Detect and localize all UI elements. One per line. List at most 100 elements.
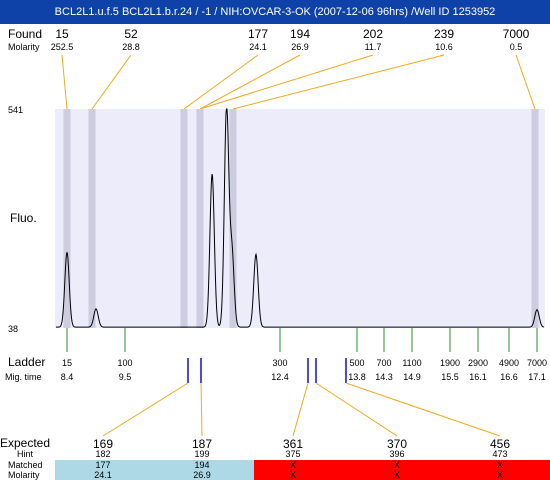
fluorescence-trace xyxy=(56,108,545,328)
ladder-marker: 2900 16.1 xyxy=(468,328,488,382)
chart-title: BCL2L1.u.f.5 BCL2L1.b.r.24 / -1 / NIH:OV… xyxy=(0,0,550,24)
ladder-size: 100 xyxy=(117,358,132,368)
found-molarity: 11.7 xyxy=(365,42,382,52)
peak-bands xyxy=(63,109,539,328)
peak-band xyxy=(63,109,71,328)
ladder-marker: 1900 15.5 xyxy=(440,328,460,382)
found-connector xyxy=(515,54,536,110)
ladder-size: 300 xyxy=(272,358,287,368)
found-connector xyxy=(183,54,259,110)
expected-hint: 375 xyxy=(285,449,300,459)
found-size: 177 xyxy=(248,27,268,41)
found-size: 202 xyxy=(363,27,383,41)
expected-hint: 473 xyxy=(492,449,507,459)
expected-size: 187 xyxy=(192,437,212,451)
ladder-time: 17.1 xyxy=(528,372,546,382)
expected-size: 456 xyxy=(490,437,510,451)
found-molarity: 10.6 xyxy=(435,42,453,52)
found-connector xyxy=(199,54,374,110)
found-molarity: 26.9 xyxy=(291,42,309,52)
found-size: 239 xyxy=(434,27,454,41)
found-molarity: 252.5 xyxy=(51,42,74,52)
ladder-marker: 158.4 xyxy=(61,328,74,382)
expected-matched: X xyxy=(497,460,503,470)
ladder-time: 16.6 xyxy=(500,372,518,382)
expected-molarity: 24.1 xyxy=(94,470,112,480)
ladder-time: 14.9 xyxy=(403,372,421,382)
expected-size: 169 xyxy=(93,437,113,451)
peak-band xyxy=(180,109,188,328)
y-axis-label: Fluo. xyxy=(10,211,37,225)
ladder-marker: 700 14.3 xyxy=(375,328,393,382)
y-tick-min: 38 xyxy=(8,324,18,334)
expected-label: Expected xyxy=(0,436,50,450)
expected-hint: 396 xyxy=(389,449,404,459)
ladder-marker: 4900 16.6 xyxy=(499,328,519,382)
expected-markers xyxy=(102,358,501,437)
found-connector xyxy=(199,54,301,110)
expected-size: 361 xyxy=(283,437,303,451)
expected-connector xyxy=(315,382,398,437)
expected-matched: X xyxy=(290,460,296,470)
ladder-marker: 1100 14.9 xyxy=(402,328,422,382)
found-connector xyxy=(61,54,68,110)
expected-matched: 194 xyxy=(194,460,209,470)
expected-matched: 177 xyxy=(95,460,110,470)
expected-hint: 199 xyxy=(194,449,209,459)
peak-band xyxy=(229,109,237,328)
expected-connector xyxy=(102,382,189,437)
matched-label: Matched xyxy=(8,460,43,470)
found-size: 7000 xyxy=(503,27,530,41)
ladder-size: 1100 xyxy=(402,358,421,368)
found-peaks: 15252.55228.817724.119426.920211.723910.… xyxy=(51,27,536,110)
expected-size: 370 xyxy=(387,437,407,451)
expected-hint: 182 xyxy=(95,449,110,459)
found-connector xyxy=(232,54,445,110)
ladder-size: 2900 xyxy=(468,358,488,368)
peak-band xyxy=(88,109,96,328)
expected-connector xyxy=(292,382,309,437)
expected-matched: X xyxy=(394,460,400,470)
expected-molarity: X xyxy=(497,470,503,480)
found-molarity: 28.8 xyxy=(122,42,140,52)
expected-molarity: X xyxy=(290,470,296,480)
expected-molarity: 26.9 xyxy=(193,470,211,480)
ladder-size: 700 xyxy=(376,358,391,368)
matched-block xyxy=(55,460,254,480)
found-size: 52 xyxy=(124,27,138,41)
ladder-label: Ladder xyxy=(8,355,45,369)
ladder-marker: 300 12.4 xyxy=(271,328,289,382)
ladder-time: 13.8 xyxy=(348,372,366,382)
ladder-size: 500 xyxy=(349,358,364,368)
ladder-size: 4900 xyxy=(499,358,519,368)
found-connector xyxy=(91,54,132,110)
y-tick-max: 541 xyxy=(8,105,23,115)
found-molarity: 24.1 xyxy=(249,42,267,52)
mig-time-label: Mig. time xyxy=(5,372,42,382)
expected-molarity: X xyxy=(394,470,400,480)
matched-block xyxy=(254,460,550,480)
ladder-time: 8.4 xyxy=(61,372,74,382)
ladder-size: 1900 xyxy=(440,358,460,368)
found-size: 15 xyxy=(55,27,69,41)
molarity-label: Molarity xyxy=(8,42,40,52)
ladder-marker: 7000 17.1 xyxy=(527,328,547,382)
found-molarity: 0.5 xyxy=(510,42,523,52)
found-label: Found xyxy=(8,27,42,41)
